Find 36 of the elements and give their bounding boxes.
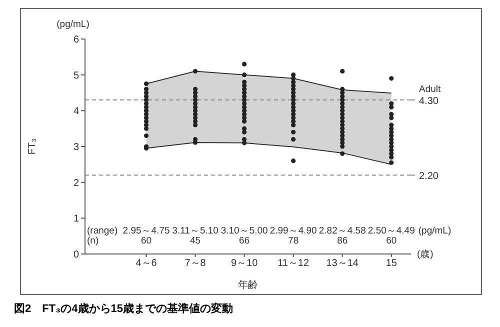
x-tick-label: 7～8 — [184, 258, 206, 270]
y-tick-label: 0 — [73, 250, 80, 261]
annotation: 2.50～4.49 — [368, 226, 415, 237]
x-tick-label: 13～14 — [326, 258, 359, 270]
ref-line-label: 2.20 — [419, 171, 439, 182]
text: (pg/mL) — [418, 226, 452, 237]
x-tick-label: 4～6 — [136, 258, 158, 270]
annotation: 66 — [239, 235, 250, 246]
annotation: (range) — [87, 226, 118, 237]
annotation: 2.99～4.90 — [270, 226, 317, 237]
text: 図2 FT₃の4歳から15歳までの基準値の変動 — [14, 302, 234, 316]
y-axis-title: FT₃ — [27, 138, 38, 155]
x-tick-label: 9～10 — [230, 258, 258, 270]
y-tick-label: 4 — [73, 106, 80, 118]
annotation: 78 — [288, 235, 299, 246]
annotation: 2.82～4.58 — [318, 226, 366, 237]
x-tick-label: 15 — [386, 258, 398, 270]
annotation: 60 — [140, 235, 152, 246]
annotation: 2.95～4.75 — [122, 226, 170, 237]
annotation: 60 — [386, 235, 397, 246]
y-tick-label: 5 — [73, 70, 80, 82]
annotation: 45 — [190, 235, 201, 246]
y-tick-label: 3 — [73, 142, 80, 154]
text: (pg/mL) — [56, 19, 90, 30]
text: (歳) — [417, 248, 434, 260]
y-tick-label: 2 — [73, 178, 80, 189]
annotation: (n) — [87, 235, 99, 246]
x-axis-title: 年齢 — [238, 279, 258, 291]
annotation: 86 — [337, 235, 348, 246]
y-tick-label: 6 — [73, 34, 80, 46]
x-tick-label: 11～12 — [278, 258, 310, 270]
ref-line-label: 4.30 — [419, 96, 439, 107]
y-tick-label: 1 — [73, 214, 80, 225]
annotation: 3.11～5.10 — [172, 226, 218, 237]
annotation: 3.10～5.00 — [220, 226, 268, 237]
text: Adult — [419, 84, 442, 95]
